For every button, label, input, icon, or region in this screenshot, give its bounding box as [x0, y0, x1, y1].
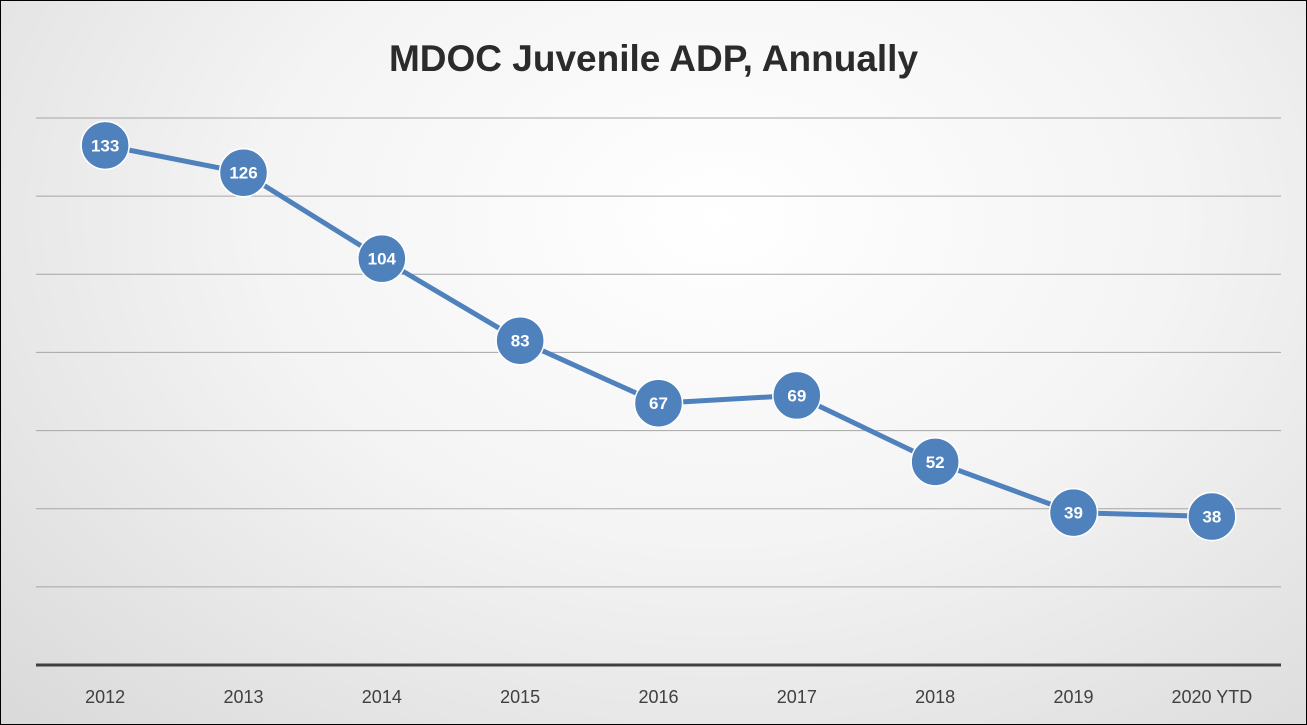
data-label: 104: [368, 250, 397, 269]
data-point-marker: [1048, 487, 1099, 538]
data-point-marker: [495, 315, 545, 366]
data-point-marker: [633, 378, 684, 428]
data-points: 133 126 104 83 67 69 52 39 38: [80, 120, 1237, 542]
data-point-marker: [910, 437, 960, 487]
data-label: 39: [1064, 504, 1083, 523]
data-label: 83: [511, 332, 530, 351]
x-tick-label: 2014: [362, 687, 402, 707]
data-label: 52: [926, 453, 945, 472]
data-label: 38: [1202, 508, 1221, 527]
data-point-marker: [218, 147, 269, 198]
data-point-marker: [80, 120, 130, 171]
data-label: 67: [649, 394, 668, 413]
data-point-marker: [772, 370, 822, 421]
chart-title: MDOC Juvenile ADP, Annually: [388, 38, 919, 79]
x-axis-tick-labels: 2012 2013 2014 2015 2016 2017 2018 2019 2020 YTD: [85, 687, 1252, 707]
x-tick-label: 2019: [1053, 687, 1093, 707]
x-tick-label: 2016: [638, 687, 678, 707]
data-label: 133: [91, 136, 119, 155]
x-tick-label: 2015: [500, 687, 540, 707]
data-point-marker: [1187, 491, 1237, 542]
x-tick-label: 2018: [915, 687, 955, 707]
x-tick-label: 2017: [777, 687, 817, 707]
data-point-marker: [357, 233, 407, 284]
series-line: [104, 142, 1212, 519]
x-tick-label: 2020 YTD: [1171, 687, 1252, 707]
data-label: 69: [787, 386, 806, 405]
x-tick-label: 2013: [223, 687, 263, 707]
data-label: 126: [229, 164, 257, 183]
x-tick-label: 2012: [85, 687, 125, 707]
series-line-layer: [104, 142, 1212, 519]
